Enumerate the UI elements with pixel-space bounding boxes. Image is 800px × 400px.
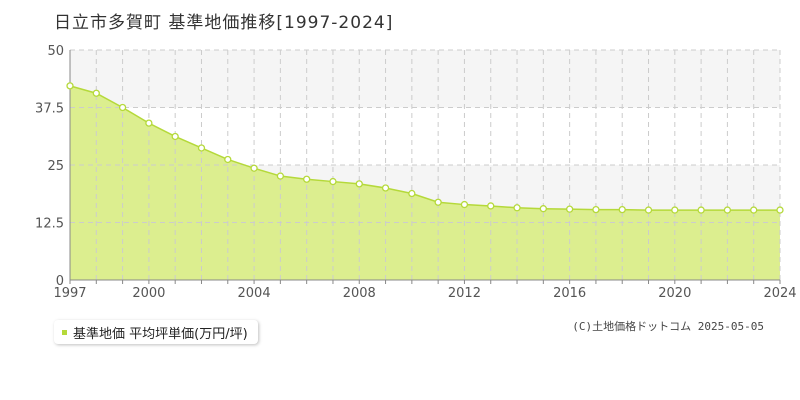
data-point [644, 206, 653, 214]
x-tick-label: 2008 [343, 286, 376, 301]
y-tick-label: 25 [47, 159, 64, 174]
y-tick-label: 37.5 [35, 102, 64, 117]
x-tick-label: 2024 [763, 286, 796, 301]
data-point [618, 205, 626, 214]
data-point [671, 206, 679, 214]
grid-band [70, 50, 780, 108]
data-point [276, 172, 285, 180]
data-point [408, 189, 416, 198]
data-point [776, 206, 784, 214]
legend-marker [62, 329, 67, 335]
series-line [69, 85, 780, 211]
data-point [250, 164, 258, 172]
data-point [171, 132, 179, 141]
data-point [539, 205, 547, 213]
data-point [513, 204, 521, 212]
y-tick-label: 0 [56, 274, 64, 289]
copyright-text: (C)土地価格ドットコム 2025-05-05 [572, 320, 764, 333]
data-point [434, 198, 442, 206]
data-point [460, 200, 469, 209]
y-tick-label: 50 [47, 44, 64, 59]
data-point [381, 184, 390, 192]
x-tick-label: 2004 [238, 286, 271, 301]
legend: 基準地価 平均坪単価(万円/坪) [54, 320, 258, 344]
x-tick-label: 2012 [448, 286, 481, 301]
data-point [697, 206, 705, 214]
data-point [355, 180, 363, 188]
data-point [487, 202, 495, 210]
data-point [565, 205, 574, 213]
data-point [92, 89, 100, 97]
data-point [723, 206, 732, 214]
x-tick-label: 1997 [53, 286, 86, 301]
data-point [592, 205, 600, 214]
series-area [70, 85, 780, 280]
x-tick-label: 2020 [658, 286, 691, 301]
data-point [118, 103, 127, 112]
data-point [66, 82, 74, 90]
chart-title: 日立市多賀町 基準地価推移[1997-2024] [54, 13, 394, 33]
data-point [145, 119, 153, 127]
data-point [329, 177, 337, 186]
y-tick-label: 12.5 [35, 217, 64, 232]
x-tick-label: 2016 [553, 286, 586, 301]
data-point [303, 175, 311, 183]
data-point [224, 155, 232, 164]
legend-label: 基準地価 平均坪単価(万円/坪) [73, 326, 248, 342]
x-tick-label: 2000 [132, 286, 165, 301]
data-point [197, 144, 206, 152]
data-point [750, 206, 758, 214]
